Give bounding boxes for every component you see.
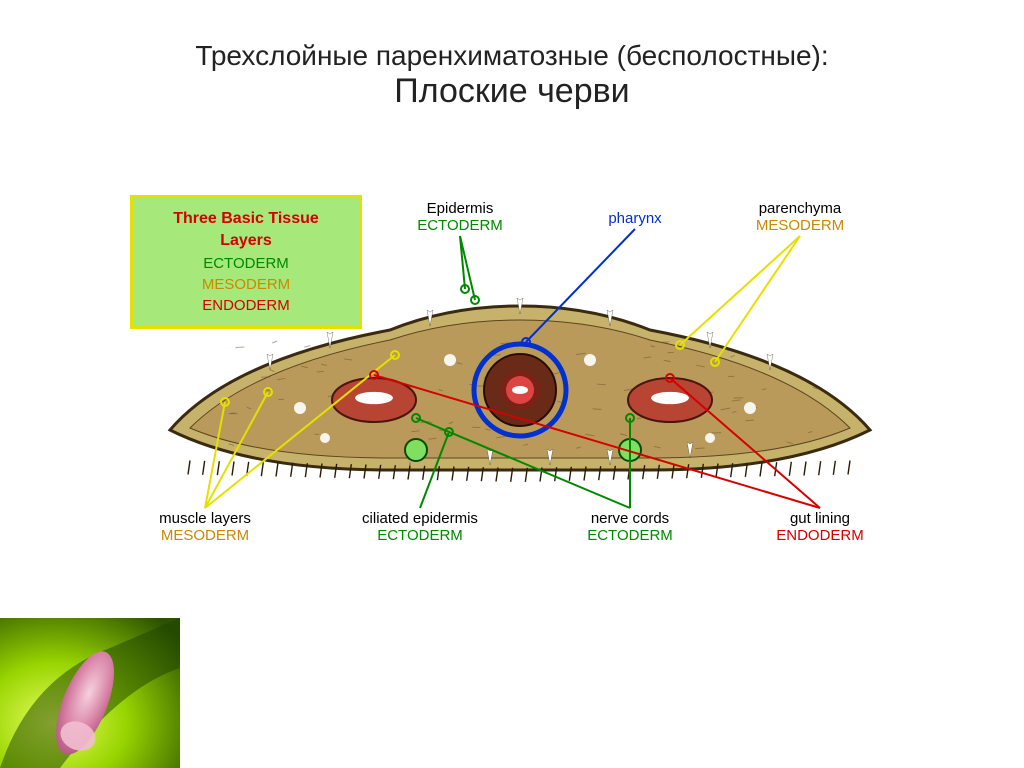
flatworm-photo (0, 618, 180, 768)
diagram-label: EpidermisECTODERM (390, 200, 530, 235)
slide-title: Трехслойные паренхиматозные (бесполостны… (0, 40, 1024, 111)
label-line: ciliated epidermis (350, 510, 490, 527)
label-line: muscle layers (135, 510, 275, 527)
cross-section-diagram (150, 280, 890, 500)
label-line: nerve cords (560, 510, 700, 527)
label-line: Epidermis (390, 200, 530, 217)
label-line: ENDODERM (750, 527, 890, 544)
label-line: MESODERM (730, 217, 870, 234)
label-line: ECTODERM (560, 527, 700, 544)
label-line: ECTODERM (350, 527, 490, 544)
label-line: gut lining (750, 510, 890, 527)
label-line: MESODERM (135, 527, 275, 544)
diagram-label: nerve cordsECTODERM (560, 510, 700, 545)
diagram-label: muscle layersMESODERM (135, 510, 275, 545)
legend-title: Three Basic Tissue Layers (151, 208, 341, 253)
title-line2: Плоские черви (0, 72, 1024, 111)
title-line1: Трехслойные паренхиматозные (бесполостны… (0, 40, 1024, 72)
diagram-label: parenchymaMESODERM (730, 200, 870, 235)
cross-section-svg (150, 280, 890, 500)
diagram-label: pharynx (565, 210, 705, 227)
diagram-label: ciliated epidermisECTODERM (350, 510, 490, 545)
label-line: pharynx (565, 210, 705, 227)
label-line: ECTODERM (390, 217, 530, 234)
legend-item: ECTODERM (151, 253, 341, 274)
label-line: parenchyma (730, 200, 870, 217)
diagram-label: gut liningENDODERM (750, 510, 890, 545)
